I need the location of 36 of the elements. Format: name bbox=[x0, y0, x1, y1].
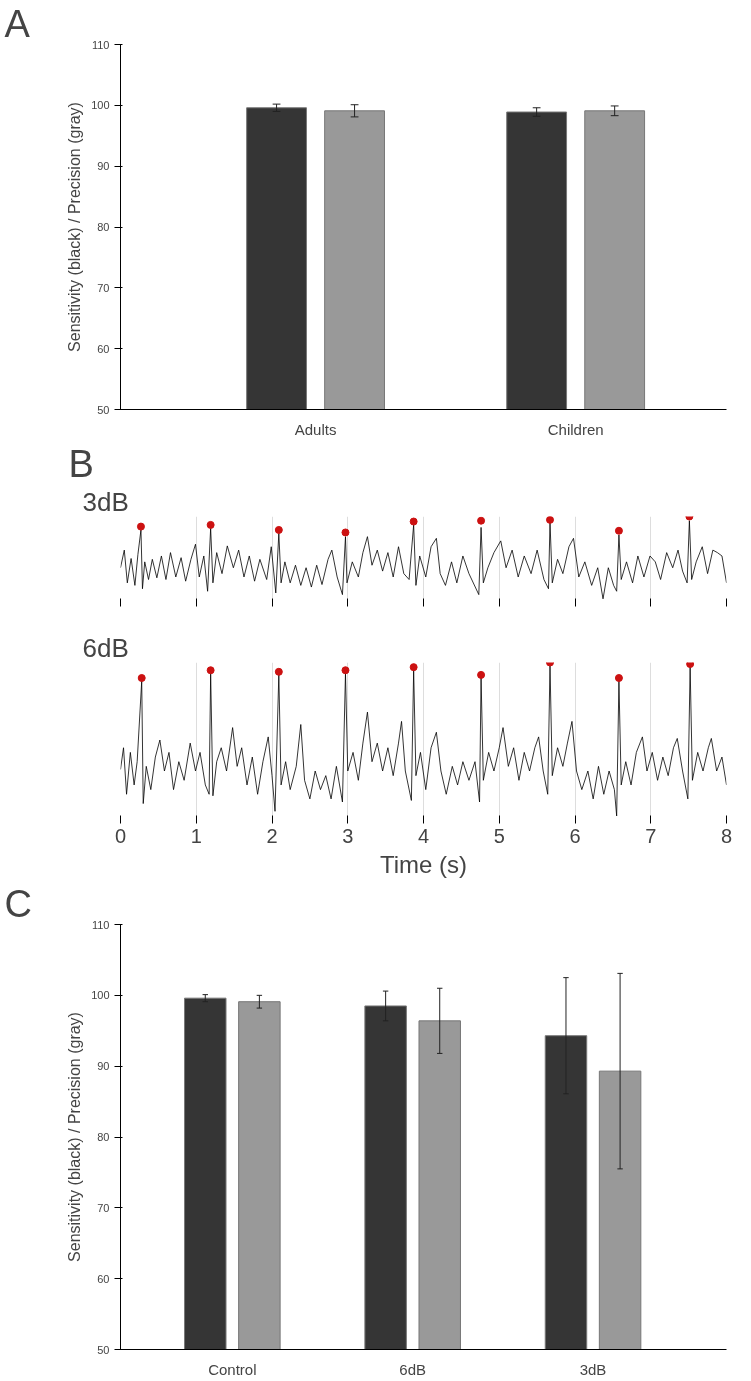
y-tick-label: 90 bbox=[97, 160, 110, 173]
y-tick-label: 90 bbox=[97, 1060, 110, 1073]
y-tick-label: 110 bbox=[91, 38, 110, 51]
x-tick-label: 8 bbox=[720, 824, 733, 847]
x-tick-label: 3 bbox=[342, 824, 354, 847]
y-tick-label: 100 bbox=[91, 989, 110, 1002]
x-tick-label: 2 bbox=[266, 824, 278, 847]
x-tick-label: 5 bbox=[493, 824, 505, 847]
x-tick-label: 1 bbox=[190, 824, 202, 847]
y-axis-title: Sensitivity (black) / Precision (gray) bbox=[66, 1012, 84, 1262]
chart-title: 3dB bbox=[82, 486, 129, 517]
x-tick-label: 4 bbox=[417, 824, 430, 847]
y-tick-label: 100 bbox=[91, 99, 110, 112]
text: C bbox=[4, 882, 32, 925]
x-tick-label: 0 bbox=[114, 824, 127, 847]
y-tick-label: 70 bbox=[97, 281, 110, 294]
x-tick-label: 7 bbox=[645, 824, 657, 847]
y-tick-label: 50 bbox=[97, 1343, 110, 1356]
y-tick-label: 80 bbox=[97, 1131, 110, 1143]
y-tick-label: 70 bbox=[97, 1201, 110, 1214]
y-axis-title: Sensitivity (black) / Precision (gray) bbox=[66, 102, 84, 352]
y-tick-label: 60 bbox=[97, 1272, 110, 1285]
x-tick-label: Control bbox=[208, 1360, 257, 1378]
chart-title: 6dB bbox=[82, 632, 129, 663]
text: A bbox=[4, 2, 31, 45]
x-tick-label: Children bbox=[547, 420, 604, 438]
x-tick-label: Adults bbox=[294, 420, 337, 438]
x-axis-title: Time (s) bbox=[379, 850, 468, 878]
y-tick-label: 50 bbox=[97, 403, 110, 416]
text: B bbox=[68, 442, 94, 485]
x-tick-label: 3dB bbox=[579, 1360, 607, 1378]
y-tick-label: 110 bbox=[91, 918, 110, 931]
y-tick-label: 80 bbox=[97, 221, 110, 233]
x-tick-label: 6 bbox=[569, 824, 581, 847]
x-tick-label: 6dB bbox=[399, 1360, 427, 1378]
y-tick-label: 60 bbox=[97, 342, 110, 355]
